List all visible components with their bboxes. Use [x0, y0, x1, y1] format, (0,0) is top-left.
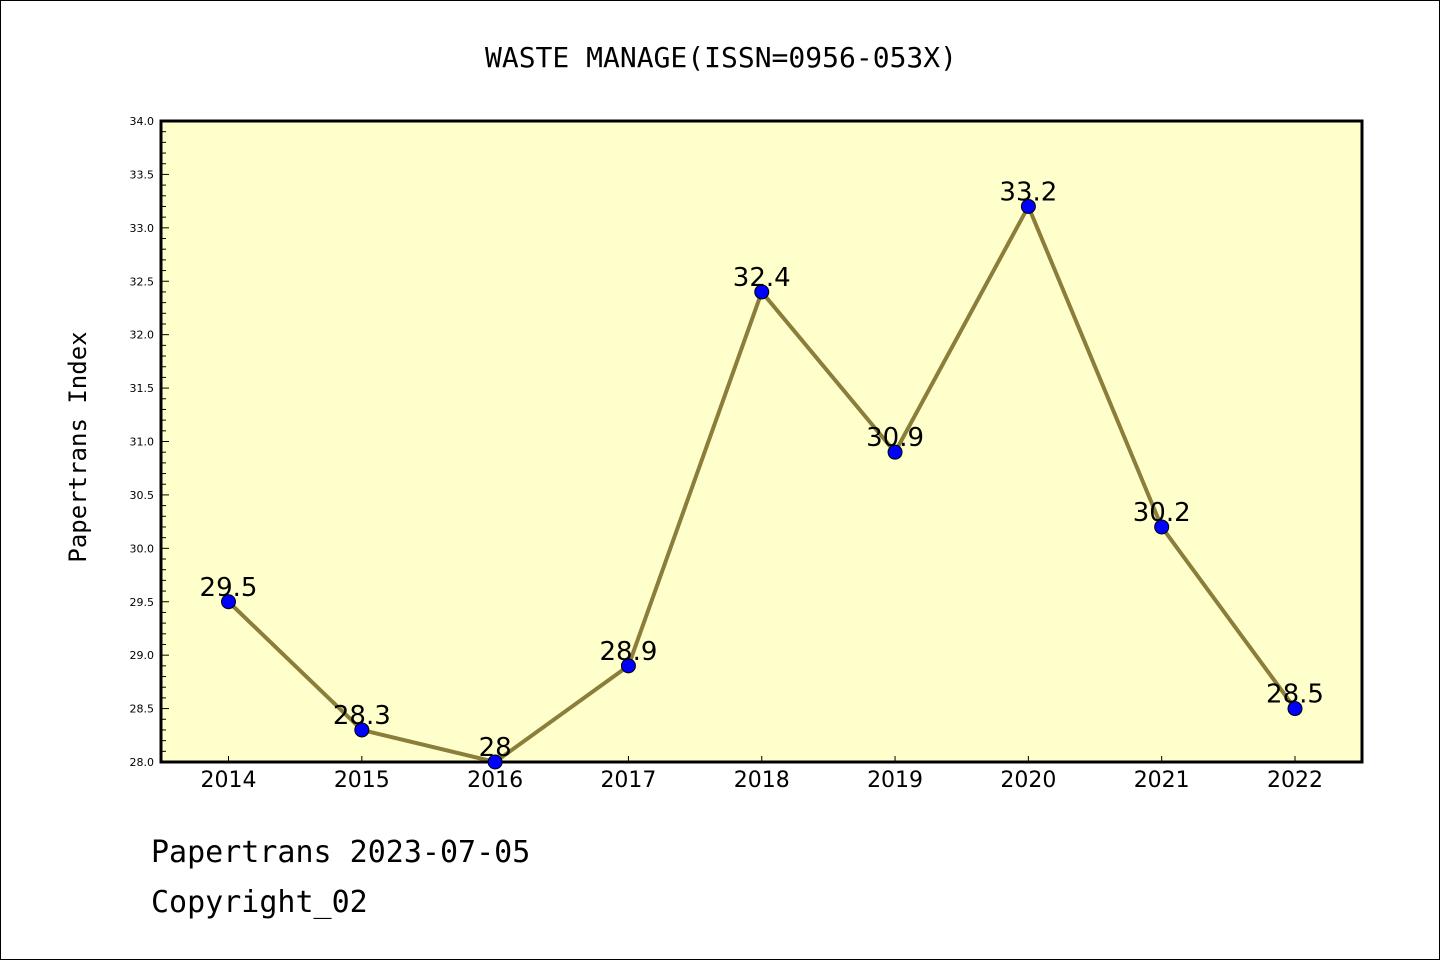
plot-area	[161, 121, 1362, 762]
y-tick-label: 31.5	[130, 382, 155, 395]
data-label: 28.9	[599, 637, 657, 667]
data-point	[1020, 198, 1036, 214]
x-tick-label: 2022	[1267, 768, 1323, 793]
data-point	[887, 444, 903, 460]
x-tick-label: 2020	[1000, 768, 1056, 793]
x-tick-label: 2014	[201, 768, 257, 793]
y-axis-label: Papertrans Index	[64, 331, 92, 562]
data-label: 30.2	[1133, 498, 1191, 528]
chart-title: WASTE MANAGE(ISSN=0956-053X)	[485, 41, 957, 74]
y-tick-label: 28.5	[130, 703, 155, 716]
data-point	[1154, 519, 1170, 535]
plot-frame	[159, 119, 1364, 764]
data-point	[354, 722, 370, 738]
y-tick-label: 31.0	[130, 436, 155, 449]
x-tick-label: 2015	[334, 768, 390, 793]
footer-copyright: Copyright_02	[151, 885, 368, 920]
y-tick-label: 29.0	[130, 649, 155, 662]
x-tick-label: 2019	[867, 768, 923, 793]
data-label: 33.2	[999, 177, 1057, 207]
y-tick-label: 28.0	[130, 756, 155, 769]
data-point	[487, 754, 503, 770]
y-tick-label: 33.5	[130, 168, 155, 181]
data-point	[221, 594, 236, 610]
y-tick-label: 33.0	[130, 222, 155, 235]
data-label: 32.4	[733, 263, 791, 293]
x-tick-label: 2018	[734, 768, 790, 793]
data-label: 28	[479, 733, 512, 763]
data-label: 29.5	[200, 573, 258, 603]
footer-date: Papertrans 2023-07-05	[151, 835, 531, 870]
y-tick-label: 30.5	[130, 489, 155, 502]
data-label: 28.5	[1266, 680, 1324, 710]
y-tick-label: 32.5	[130, 275, 155, 288]
data-label: 28.3	[333, 701, 391, 731]
data-point	[620, 658, 636, 674]
y-tick-label: 29.5	[130, 596, 155, 609]
y-tick-label: 32.0	[130, 329, 155, 342]
y-tick-label: 34.0	[130, 115, 155, 128]
x-tick-label: 2017	[600, 768, 656, 793]
x-tick-label: 2016	[467, 768, 523, 793]
data-label: 30.9	[866, 423, 924, 453]
x-tick-label: 2021	[1134, 768, 1190, 793]
data-point	[1287, 701, 1303, 717]
data-point	[754, 284, 770, 300]
y-tick-label: 30.0	[130, 542, 155, 555]
